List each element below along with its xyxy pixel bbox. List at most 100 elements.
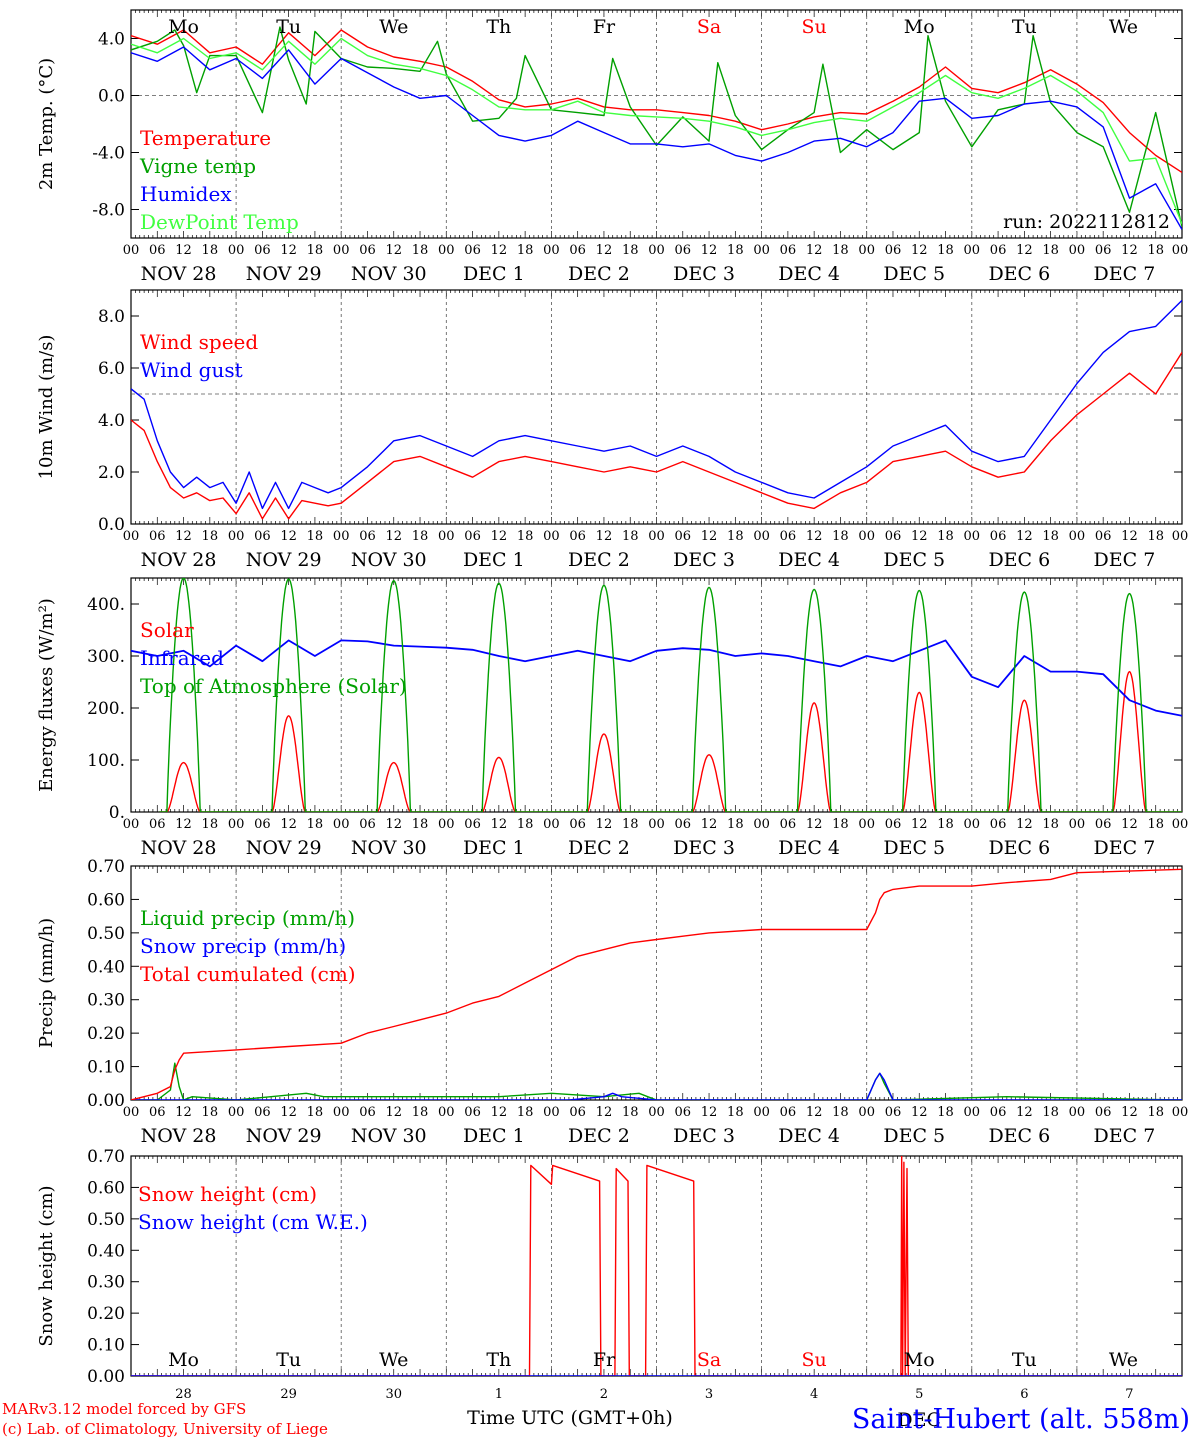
x-hour-label: 06 [254,1105,271,1120]
weekday-label: Sa [697,16,721,38]
x-hour-label: 12 [701,1105,718,1120]
weekday-label: We [1109,16,1138,38]
x-hour-label: 18 [1147,1105,1164,1120]
legend-entry: Solar [140,618,194,642]
weekday-label: Mo [168,16,199,38]
x-hour-label: 00 [438,243,455,258]
series-line [131,868,1182,1100]
x-hour-label: 12 [596,817,613,832]
x-date-label: DEC 4 [778,1125,840,1147]
x-hour-label: 00 [964,243,981,258]
x-hour-label: 18 [412,529,429,544]
x-date-label: DEC 3 [673,549,735,571]
y-tick-label: 8.0 [98,307,125,327]
x-hour-label: 18 [832,1105,849,1120]
series-group [131,299,1182,520]
x-date-label: DEC 7 [1094,837,1156,859]
x-hour-label: 06 [675,817,692,832]
x-hour-label: 00 [858,1105,875,1120]
x-date-label: NOV 28 [141,1125,217,1147]
x-hour-label: 00 [123,1105,140,1120]
x-hour-label: 06 [885,817,902,832]
x-date-label: DEC 1 [463,263,525,285]
x-hour-label: 00 [1172,243,1189,258]
x-date-label: DEC 6 [988,837,1050,859]
legend-entry: Snow height (cm W.E.) [138,1210,368,1234]
x-hour-label: 00 [543,1105,560,1120]
x-hour-label: 00 [1069,243,1086,258]
x-hour-label: 00 [648,1105,665,1120]
y-tick-label: 0.10 [87,1336,125,1356]
y-tick-label: -4.0 [92,144,125,164]
x-hour-label: 00 [858,529,875,544]
x-hour-label: 06 [1095,1105,1112,1120]
x-hour-label: 06 [359,1105,376,1120]
x-hour-label: 18 [937,817,954,832]
x-hour-label: 12 [280,817,297,832]
weekday-label-bottom: Tu [1012,1349,1037,1371]
x-hour-label: 00 [753,1105,770,1120]
series-line [159,578,1182,812]
x-hour-label: 12 [385,243,402,258]
x-hour-label: 12 [806,529,823,544]
x-date-label: NOV 29 [246,837,322,859]
x-hour-label: 18 [517,243,534,258]
series-line [131,352,1182,520]
x-hour-label: 18 [412,243,429,258]
x-hour-label: 18 [517,529,534,544]
x-hour-label: 12 [175,1105,192,1120]
legend-entry: Wind speed [140,330,258,354]
x-hour-label: 12 [701,529,718,544]
x-hour-label: 06 [569,1105,586,1120]
x-date-label: DEC 2 [568,549,630,571]
x-hour-label: 00 [333,817,350,832]
y-tick-label: 0.60 [87,1178,125,1198]
weekday-label: Mo [904,16,935,38]
x-hour-label: 00 [964,529,981,544]
x-hour-label: 18 [727,1105,744,1120]
x-date-label: NOV 30 [351,1125,427,1147]
y-tick-label: 0.40 [87,1241,125,1261]
y-tick-label: 0.20 [87,1024,125,1044]
x-hour-label: 00 [648,817,665,832]
y-tick-label: 0.20 [87,1304,125,1324]
series-line [131,1156,1182,1376]
weekday-label-bottom: Th [486,1349,511,1371]
series-line [131,26,1182,227]
x-hour-label: 06 [569,529,586,544]
x-hour-label: 12 [175,529,192,544]
x-hour-label: 18 [1042,1105,1059,1120]
x-hour-label: 12 [1016,243,1033,258]
y-tick-label: 6.0 [98,359,125,379]
day-number-label: 28 [175,1387,192,1402]
x-hour-label: 06 [1095,243,1112,258]
x-hour-label: 00 [1069,817,1086,832]
legend-entry: Temperature [140,126,271,150]
x-hour-label: 18 [937,243,954,258]
x-hour-label: 18 [202,817,219,832]
y-tick-label: 100. [87,751,125,771]
x-hour-label: 18 [412,817,429,832]
x-hour-label: 06 [780,529,797,544]
x-hour-label: 06 [780,243,797,258]
month-label: DEC [897,1409,941,1431]
y-axis-label: Energy fluxes (W/m²) [36,598,57,792]
x-hour-label: 12 [491,529,508,544]
x-date-label: DEC 1 [463,1125,525,1147]
day-number-label: 29 [280,1387,297,1402]
x-hour-label: 18 [727,529,744,544]
x-hour-label: 18 [202,1105,219,1120]
x-hour-label: 12 [1016,817,1033,832]
weekday-label-bottom: Fr [593,1349,616,1371]
weekday-label: Tu [276,16,301,38]
x-date-label: NOV 29 [246,1125,322,1147]
y-tick-label: 0.70 [87,1147,125,1167]
x-hour-label: 12 [806,817,823,832]
x-hour-label: 00 [228,817,245,832]
x-hour-label: 00 [753,243,770,258]
x-date-label: DEC 4 [778,549,840,571]
credit-line-1: MARv3.12 model forced by GFS [2,1400,246,1418]
x-hour-label: 18 [1042,529,1059,544]
x-date-label: DEC 6 [988,1125,1050,1147]
